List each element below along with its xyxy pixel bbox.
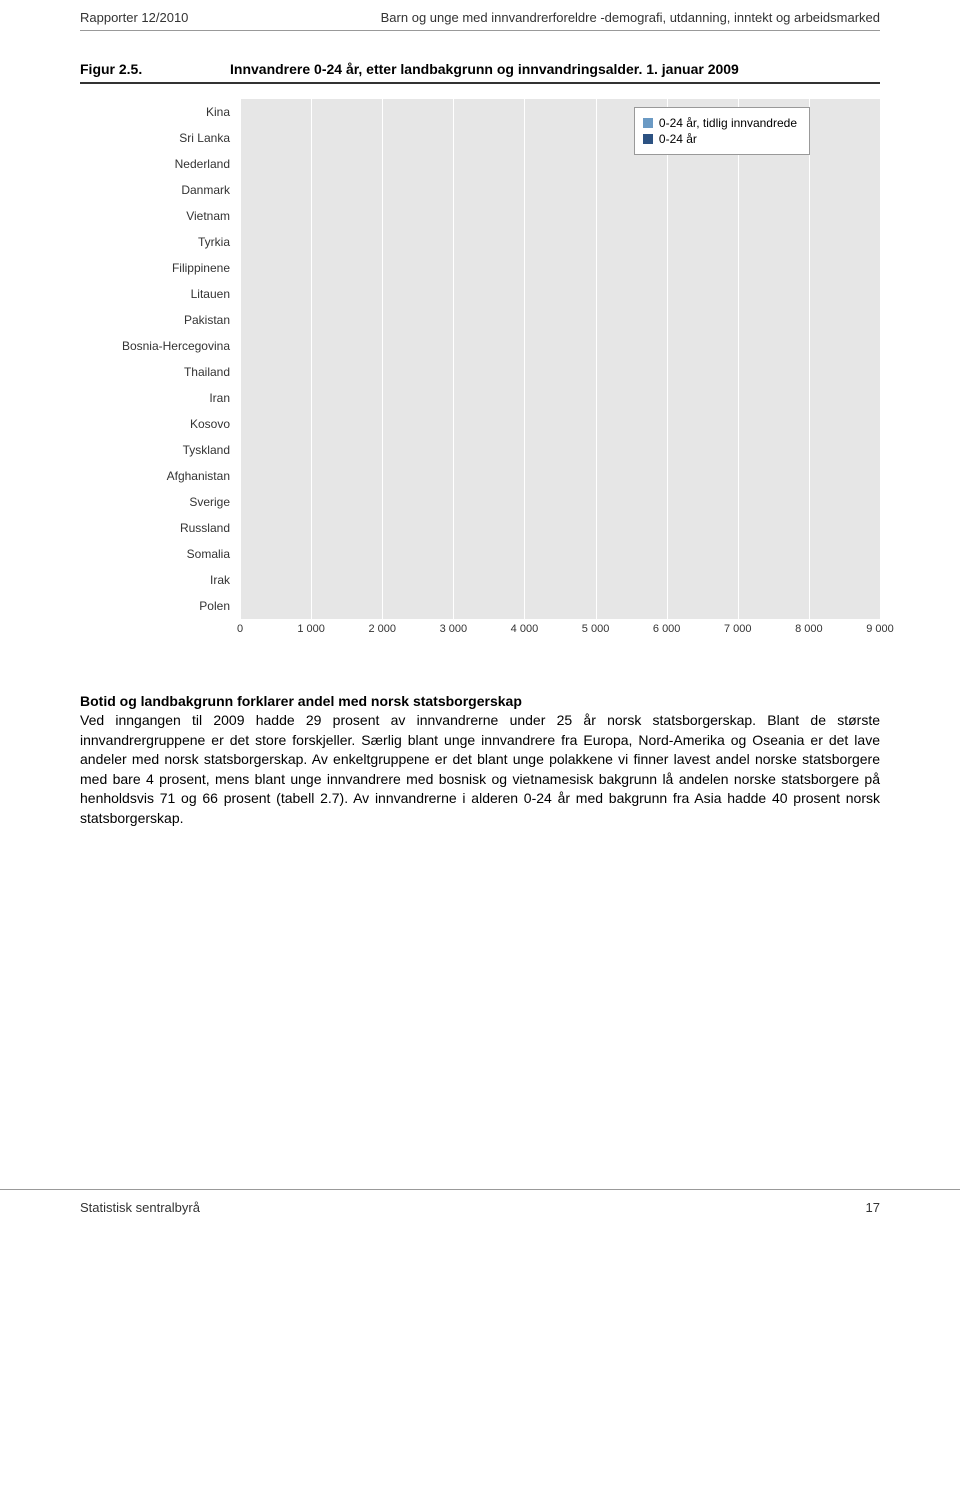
category-label: Russland: [80, 515, 240, 541]
bar-row: [240, 463, 880, 489]
legend-label-series2: 0-24 år: [659, 132, 697, 146]
chart-legend: 0-24 år, tidlig innvandrede 0-24 år: [634, 107, 810, 155]
x-axis-tick: 2 000: [368, 623, 396, 635]
header-left: Rapporter 12/2010: [80, 10, 188, 25]
x-axis-tick: 3 000: [440, 623, 468, 635]
bar-row: [240, 307, 880, 333]
bar-row: [240, 281, 880, 307]
category-label: Tyrkia: [80, 229, 240, 255]
bar-row: [240, 385, 880, 411]
category-label: Litauen: [80, 281, 240, 307]
bar-row: [240, 203, 880, 229]
category-label: Kina: [80, 99, 240, 125]
category-label: Filippinene: [80, 255, 240, 281]
category-label: Tyskland: [80, 437, 240, 463]
category-label: Kosovo: [80, 411, 240, 437]
bar-row: [240, 411, 880, 437]
category-label: Irak: [80, 567, 240, 593]
gridline: [880, 99, 881, 619]
x-axis-tick: 1 000: [297, 623, 325, 635]
bar-row: [240, 437, 880, 463]
legend-label-series1: 0-24 år, tidlig innvandrede: [659, 116, 797, 130]
bar-chart: KinaSri LankaNederlandDanmarkVietnamTyrk…: [80, 99, 880, 643]
bar-row: [240, 489, 880, 515]
category-label: Bosnia-Hercegovina: [80, 333, 240, 359]
x-axis-tick: 8 000: [795, 623, 823, 635]
body-paragraph: Ved inngangen til 2009 hadde 29 prosent …: [80, 711, 880, 829]
footer-right: 17: [866, 1200, 880, 1215]
category-label: Thailand: [80, 359, 240, 385]
category-label: Afghanistan: [80, 463, 240, 489]
category-label: Vietnam: [80, 203, 240, 229]
bar-row: [240, 229, 880, 255]
figure-title: Innvandrere 0-24 år, etter landbakgrunn …: [230, 61, 880, 77]
x-axis-tick: 7 000: [724, 623, 752, 635]
bar-row: [240, 359, 880, 385]
legend-swatch-series2: [643, 134, 653, 144]
category-label: Sri Lanka: [80, 125, 240, 151]
bar-row: [240, 567, 880, 593]
bar-row: [240, 541, 880, 567]
bar-row: [240, 593, 880, 619]
category-label: Somalia: [80, 541, 240, 567]
x-axis-tick: 9 000: [866, 623, 894, 635]
header-right: Barn og unge med innvandrerforeldre -dem…: [381, 10, 880, 25]
category-label: Nederland: [80, 151, 240, 177]
footer-left: Statistisk sentralbyrå: [80, 1200, 200, 1215]
category-label: Iran: [80, 385, 240, 411]
figure-label: Figur 2.5.: [80, 61, 230, 77]
bar-row: [240, 177, 880, 203]
x-axis-tick: 4 000: [511, 623, 539, 635]
bar-row: [240, 515, 880, 541]
header-divider: [80, 30, 880, 31]
legend-swatch-series1: [643, 118, 653, 128]
section-heading: Botid og landbakgrunn forklarer andel me…: [80, 693, 880, 709]
x-axis-tick: 0: [237, 623, 243, 635]
category-label: Pakistan: [80, 307, 240, 333]
category-label: Danmark: [80, 177, 240, 203]
bar-row: [240, 333, 880, 359]
figure-title-underline: [80, 82, 880, 84]
category-label: Sverige: [80, 489, 240, 515]
x-axis-tick: 5 000: [582, 623, 610, 635]
bar-row: [240, 255, 880, 281]
category-label: Polen: [80, 593, 240, 619]
x-axis-tick: 6 000: [653, 623, 681, 635]
